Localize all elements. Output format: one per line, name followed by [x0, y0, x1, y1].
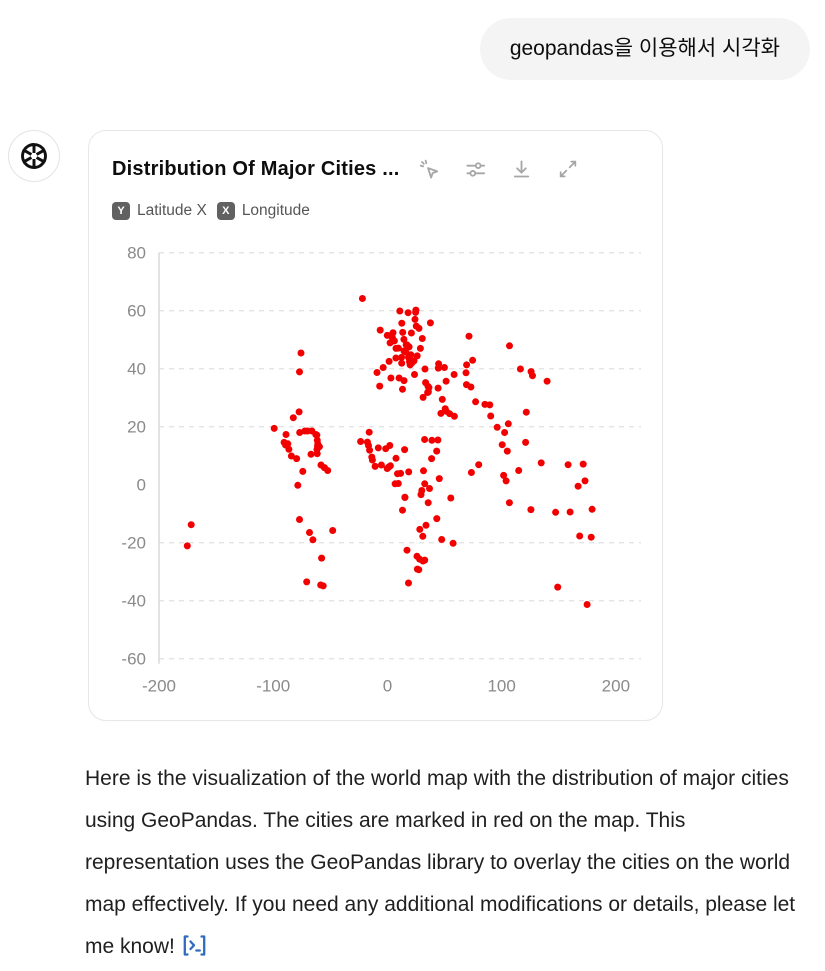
scatter-points: [183, 295, 596, 608]
download-icon: [513, 159, 530, 177]
chart-card-header: Distribution Of Major Cities ...: [112, 157, 640, 181]
assistant-message-body: Here is the visualization of the world m…: [85, 767, 796, 958]
svg-text:0: 0: [383, 677, 392, 696]
user-message-text: geopandas을 이용해서 시각화: [509, 37, 780, 60]
interactive-cursor-icon: [419, 159, 439, 178]
svg-text:-20: -20: [121, 534, 146, 553]
y-axis-label: Latitude X: [137, 202, 207, 219]
user-message-row: geopandas을 이용해서 시각화: [0, 0, 825, 80]
x-axis-label: Longitude: [241, 202, 310, 219]
svg-text:80: 80: [127, 244, 146, 263]
chart-toolbar: [418, 157, 580, 181]
axis-chips: Y Latitude X X Longitude: [112, 202, 640, 220]
user-message-bubble: geopandas을 이용해서 시각화: [479, 18, 810, 80]
assistant-avatar: [8, 130, 60, 182]
expand-button[interactable]: [556, 157, 580, 181]
openai-logo-icon: [21, 143, 47, 169]
svg-text:-60: -60: [121, 650, 146, 669]
svg-text:60: 60: [127, 302, 146, 321]
svg-text:40: 40: [127, 360, 146, 379]
svg-text:0: 0: [137, 476, 146, 495]
assistant-message-text: Here is the visualization of the world m…: [85, 758, 813, 968]
svg-text:-100: -100: [256, 677, 290, 696]
expand-icon: [559, 160, 576, 178]
interactive-mode-button[interactable]: [418, 157, 442, 181]
svg-text:-40: -40: [121, 592, 146, 611]
sliders-icon: [466, 161, 486, 177]
download-button[interactable]: [510, 157, 534, 181]
svg-text:200: 200: [602, 677, 630, 696]
view-code-chip[interactable]: [181, 934, 208, 960]
terminal-icon: [183, 935, 206, 956]
x-axis-badge: X: [216, 202, 235, 220]
chart-card: Distribution Of Major Cities ...: [88, 130, 663, 721]
svg-text:-200: -200: [142, 677, 176, 696]
chart-settings-button[interactable]: [464, 157, 488, 181]
chart-area: 80 60 40 20 0 -20 -40 -60 -200 -100 0 100 200: [112, 237, 642, 704]
svg-text:20: 20: [127, 418, 146, 437]
assistant-message-row: Distribution Of Major Cities ...: [8, 130, 825, 721]
svg-text:100: 100: [487, 677, 515, 696]
y-axis-badge: Y: [112, 202, 130, 220]
chart-title: Distribution Of Major Cities ...: [112, 157, 400, 180]
